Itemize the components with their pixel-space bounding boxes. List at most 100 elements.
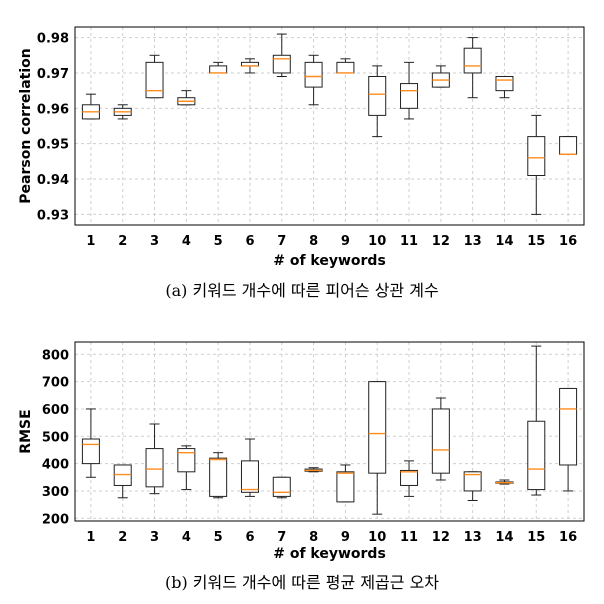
figure-caption: (a) 키워드 개수에 따른 피어슨 상관 계수: [165, 281, 438, 300]
iqr-box: [559, 387, 578, 466]
y-tick-label: 200: [42, 512, 69, 527]
box-7: [272, 33, 291, 77]
box-6: [240, 438, 259, 497]
x-tick-label: 8: [309, 234, 318, 249]
iqr-box: [368, 76, 387, 116]
x-tick-label: 7: [277, 234, 286, 249]
iqr-box: [304, 61, 323, 88]
y-tick-label: 0.94: [37, 173, 69, 188]
box-9: [336, 58, 355, 74]
y-tick-label: 300: [42, 485, 69, 500]
x-tick-label: 3: [150, 530, 159, 545]
x-tick-label: 2: [118, 530, 127, 545]
box-14: [495, 76, 514, 99]
x-tick-label: 3: [150, 234, 159, 249]
x-tick-label: 4: [182, 234, 191, 249]
iqr-box: [463, 471, 482, 492]
iqr-box: [400, 83, 419, 109]
iqr-box: [81, 438, 100, 465]
y-tick-label: 0.95: [37, 138, 69, 153]
iqr-box: [177, 448, 196, 473]
iqr-box: [336, 471, 355, 503]
y-tick-label: 0.93: [37, 208, 69, 223]
box-6: [240, 58, 259, 74]
box-4: [177, 445, 196, 491]
iqr-box: [400, 469, 419, 486]
iqr-box: [209, 457, 228, 497]
box-16: [559, 387, 578, 492]
box-9: [336, 464, 355, 503]
x-tick-label: 15: [527, 530, 545, 545]
x-axis-label: # of keywords: [273, 546, 386, 562]
y-tick-label: 400: [42, 458, 69, 473]
box-3: [145, 54, 164, 99]
box-16: [559, 136, 578, 155]
box-10: [368, 381, 387, 515]
plot-frame: [74, 341, 585, 522]
iqr-box: [209, 65, 228, 74]
iqr-box: [145, 61, 164, 99]
box-5: [209, 61, 228, 74]
y-tick-label: 800: [42, 348, 69, 363]
box-13: [463, 37, 482, 99]
x-tick-label: 2: [118, 234, 127, 249]
plot-frame: [74, 26, 585, 226]
x-tick-label: 11: [400, 234, 418, 249]
x-tick-label: 16: [559, 530, 577, 545]
iqr-box: [145, 448, 164, 488]
box-1: [81, 408, 100, 478]
x-tick-label: 9: [341, 234, 350, 249]
x-axis-label: # of keywords: [273, 253, 386, 269]
y-tick-label: 500: [42, 430, 69, 445]
box-2: [113, 104, 132, 120]
x-tick-label: 5: [214, 234, 223, 249]
y-tick-label: 600: [42, 403, 69, 418]
x-tick-label: 8: [309, 530, 318, 545]
box-12: [431, 397, 450, 481]
pearson-correlation-chart: 0.930.940.950.960.970.981 2 3 4 5 6 7 8 9 10 11 12 1…: [18, 26, 585, 300]
y-axis-label: RMSE: [18, 409, 34, 453]
figure-caption: (b) 키워드 개수에 따른 평균 제곱근 오차: [165, 573, 439, 592]
iqr-box: [272, 54, 291, 74]
x-tick-label: 10: [368, 530, 386, 545]
x-tick-label: 9: [341, 530, 350, 545]
box-11: [400, 61, 419, 120]
x-tick-label: 1: [86, 234, 95, 249]
x-tick-label: 14: [495, 234, 513, 249]
iqr-box: [527, 420, 546, 491]
x-tick-label: 1: [86, 530, 95, 545]
x-tick-label: 4: [182, 530, 191, 545]
x-tick-label: 6: [245, 234, 254, 249]
x-tick-label: 11: [400, 530, 418, 545]
box-11: [400, 460, 419, 497]
x-tick-label: 14: [495, 530, 513, 545]
box-8: [304, 467, 323, 473]
box-4: [177, 90, 196, 106]
x-tick-label: 12: [432, 234, 450, 249]
box-1: [81, 93, 100, 120]
x-tick-label: 13: [464, 234, 482, 249]
x-tick-label: 6: [245, 530, 254, 545]
x-tick-label: 16: [559, 234, 577, 249]
y-tick-label: 0.97: [37, 67, 69, 82]
x-tick-label: 15: [527, 234, 545, 249]
iqr-box: [527, 136, 546, 177]
box-7: [272, 476, 291, 499]
y-tick-label: 0.98: [37, 32, 69, 47]
box-12: [431, 65, 450, 88]
iqr-box: [559, 136, 578, 155]
iqr-box: [336, 61, 355, 74]
iqr-box: [463, 47, 482, 74]
x-tick-label: 7: [277, 530, 286, 545]
box-15: [527, 345, 546, 496]
iqr-box: [240, 460, 259, 493]
box-14: [495, 479, 514, 485]
box-3: [145, 423, 164, 495]
box-8: [304, 54, 323, 106]
x-tick-label: 5: [214, 530, 223, 545]
box-15: [527, 114, 546, 215]
box-13: [463, 471, 482, 502]
iqr-box: [495, 76, 514, 92]
